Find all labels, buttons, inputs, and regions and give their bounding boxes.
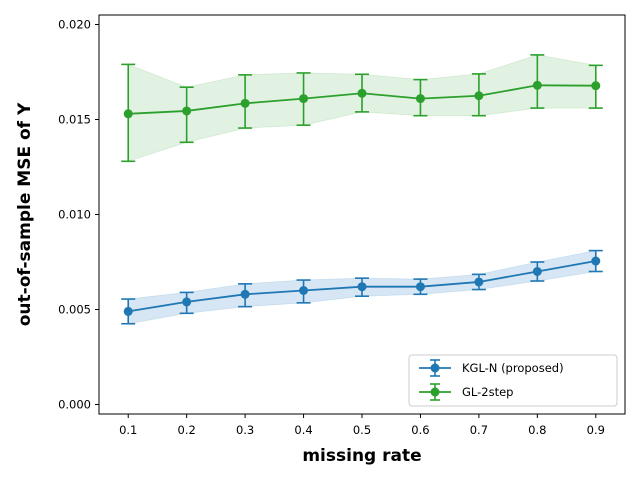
legend-label: GL-2step <box>462 385 513 399</box>
legend-marker <box>430 363 440 373</box>
data-point <box>182 297 192 307</box>
y-axis-label: out-of-sample MSE of Y <box>15 102 35 326</box>
x-tick-label: 0.8 <box>528 423 546 437</box>
series-0 <box>121 249 603 325</box>
legend-label: KGL-N (proposed) <box>462 361 564 375</box>
y-tick-label: 0.010 <box>58 208 91 222</box>
data-point <box>415 282 425 292</box>
series-layer <box>121 54 603 325</box>
series-1 <box>121 54 603 163</box>
data-point <box>299 94 309 104</box>
y-tick-label: 0.005 <box>58 303 91 317</box>
x-tick-label: 0.2 <box>178 423 196 437</box>
y-tick-label: 0.015 <box>58 113 91 127</box>
data-point <box>357 88 367 98</box>
data-point <box>123 306 133 316</box>
x-tick-label: 0.9 <box>587 423 605 437</box>
y-tick-label: 0.000 <box>58 398 91 412</box>
legend-box <box>408 354 618 407</box>
legend-item-0: KGL-N (proposed) <box>419 359 564 377</box>
data-point <box>591 81 601 91</box>
x-tick-label: 0.6 <box>411 423 429 437</box>
data-point <box>240 98 250 108</box>
data-point <box>532 267 542 276</box>
x-axis-label: missing rate <box>302 446 421 466</box>
y-tick-label: 0.020 <box>58 18 91 32</box>
x-tick-label: 0.1 <box>119 423 137 437</box>
data-point <box>474 91 484 101</box>
legend: KGL-N (proposed) GL-2step <box>408 354 618 407</box>
data-point <box>415 94 425 104</box>
x-axis-ticks: 0.1 0.2 0.3 0.4 0.5 0.6 0.7 0.8 0.9 <box>119 414 605 437</box>
x-tick-label: 0.5 <box>353 423 371 437</box>
data-point <box>532 80 542 90</box>
x-tick-label: 0.7 <box>470 423 488 437</box>
data-point <box>299 286 309 295</box>
data-point <box>357 282 367 292</box>
x-tick-label: 0.3 <box>236 423 254 437</box>
data-point <box>123 109 133 119</box>
x-tick-label: 0.4 <box>294 423 312 437</box>
y-axis-ticks: 0.000 0.005 0.010 0.015 0.020 <box>58 18 99 412</box>
data-point <box>474 277 484 287</box>
legend-marker <box>430 387 440 397</box>
data-point <box>182 106 192 116</box>
data-point <box>240 289 250 299</box>
data-point <box>591 256 601 266</box>
legend-item-1: GL-2step <box>419 383 513 401</box>
